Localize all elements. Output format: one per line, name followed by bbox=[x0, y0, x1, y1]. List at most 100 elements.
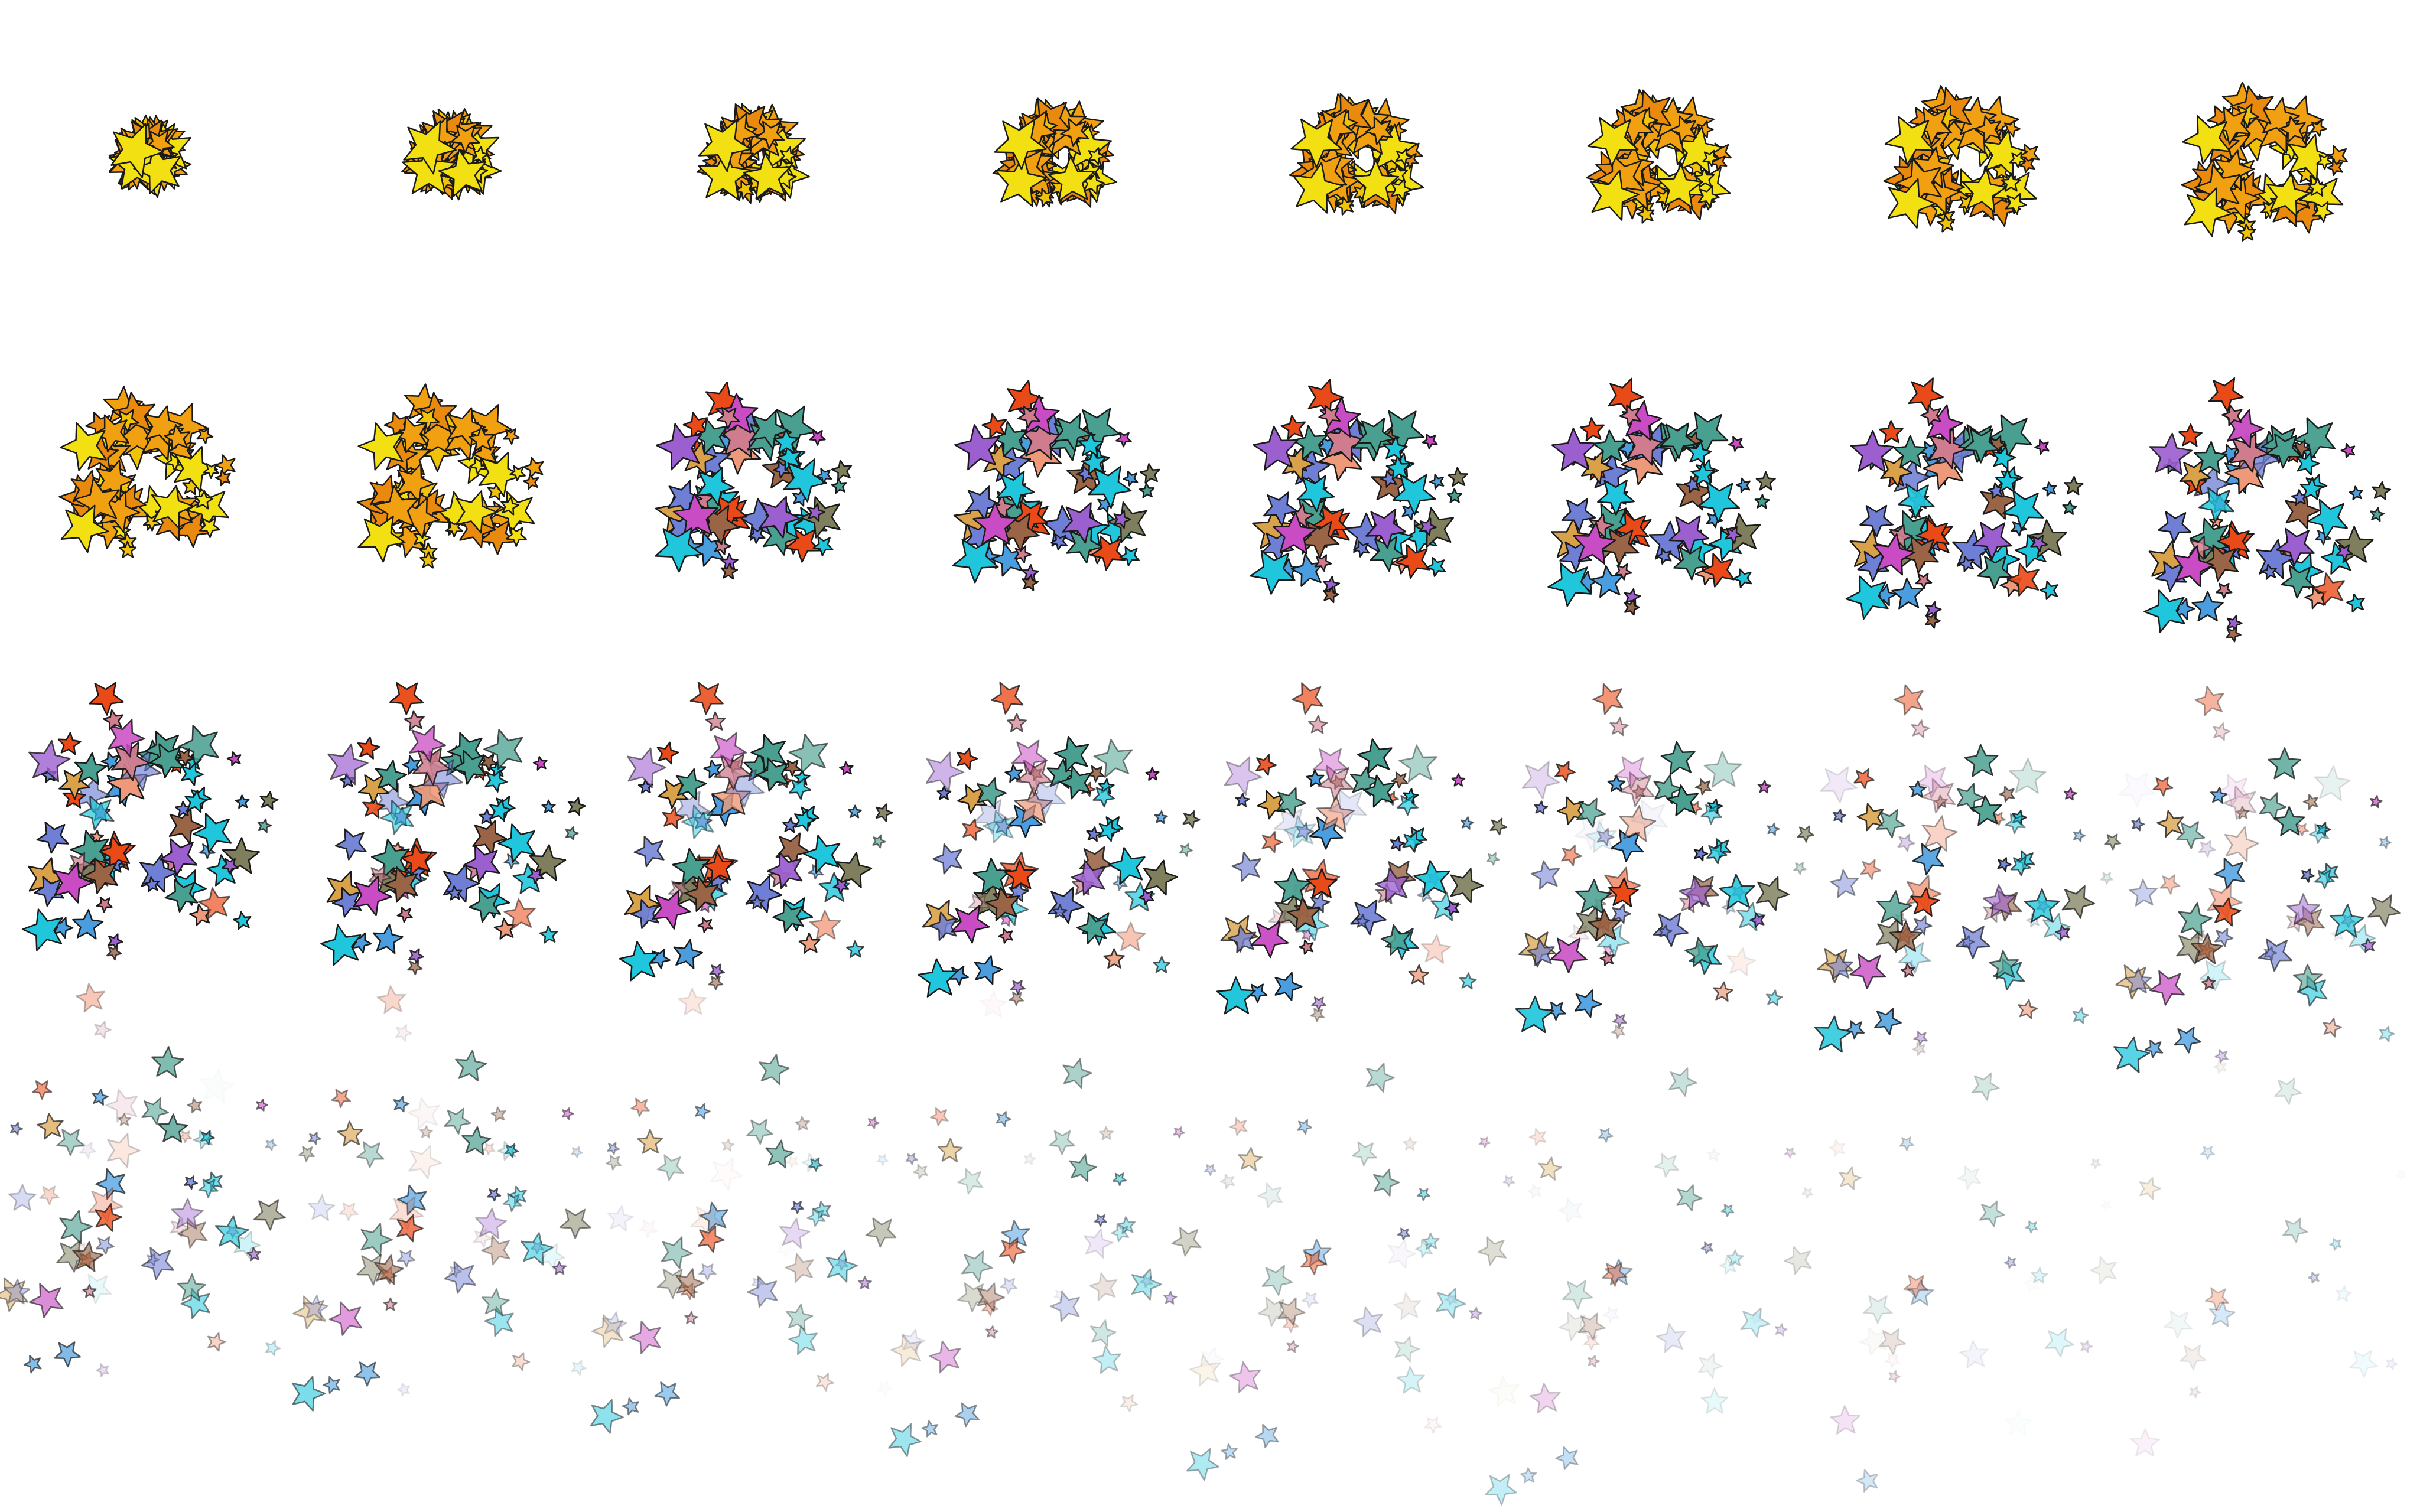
animation-frame bbox=[2181, 82, 2348, 242]
star-particle bbox=[164, 424, 191, 451]
star-particle bbox=[203, 463, 220, 479]
star-particle bbox=[500, 496, 520, 516]
star-particle bbox=[360, 1223, 393, 1257]
star-particle bbox=[998, 1237, 1026, 1265]
star-particle bbox=[832, 878, 850, 895]
star-particle bbox=[2323, 1018, 2342, 1038]
star-particle bbox=[848, 804, 862, 819]
star-particle bbox=[1515, 995, 1554, 1034]
star-particle bbox=[2379, 1025, 2395, 1042]
star-particle bbox=[654, 1381, 680, 1407]
star-particle bbox=[2235, 806, 2250, 820]
animation-frame bbox=[2130, 1077, 2398, 1457]
star-particle bbox=[2210, 787, 2228, 804]
star-particle bbox=[1897, 833, 1915, 852]
star-particle bbox=[337, 1120, 364, 1147]
star-particle bbox=[2042, 481, 2057, 497]
star-particle bbox=[444, 1107, 471, 1135]
star-particle bbox=[1546, 1001, 1566, 1021]
star-particle bbox=[94, 1021, 112, 1040]
animation-frame bbox=[108, 114, 192, 198]
star-particle bbox=[657, 779, 688, 809]
star-particle bbox=[1558, 1311, 1588, 1341]
star-particle bbox=[2143, 589, 2185, 633]
star-particle bbox=[2155, 561, 2187, 592]
star-particle bbox=[1477, 1236, 1507, 1266]
star-particle bbox=[2190, 933, 2223, 964]
star-particle bbox=[867, 1116, 880, 1129]
star-particle bbox=[759, 1054, 790, 1086]
star-particle bbox=[1281, 447, 1315, 481]
star-particle bbox=[1728, 436, 1744, 452]
star-particle bbox=[1703, 751, 1742, 788]
star-particle bbox=[2268, 747, 2302, 780]
star-particle bbox=[1999, 786, 2015, 803]
star-particle bbox=[151, 484, 194, 529]
star-particle bbox=[389, 682, 424, 715]
star-particle bbox=[1915, 764, 1950, 799]
star-particle bbox=[1082, 172, 1105, 195]
star-particle bbox=[1964, 744, 1999, 777]
star-particle bbox=[482, 1142, 496, 1156]
star-particle bbox=[60, 422, 108, 471]
star-particle bbox=[1551, 428, 1597, 471]
star-particle bbox=[750, 734, 786, 771]
animation-frame bbox=[22, 682, 279, 961]
star-particle bbox=[1666, 784, 1699, 817]
star-particle bbox=[1626, 423, 1667, 466]
star-particle bbox=[1624, 599, 1640, 616]
star-particle bbox=[1335, 196, 1354, 216]
star-particle bbox=[133, 145, 181, 194]
star-particle bbox=[110, 123, 164, 178]
star-particle bbox=[177, 1217, 208, 1249]
star-particle bbox=[1092, 786, 1115, 808]
star-particle bbox=[745, 875, 783, 914]
star-particle bbox=[207, 1332, 226, 1352]
star-particle bbox=[1814, 1015, 1852, 1053]
star-particle bbox=[755, 120, 785, 150]
star-particle bbox=[767, 852, 803, 889]
star-particle bbox=[95, 1168, 126, 1200]
star-particle bbox=[2226, 409, 2265, 449]
star-particle bbox=[141, 1097, 169, 1126]
star-particle bbox=[1119, 546, 1140, 566]
star-particle bbox=[2158, 511, 2191, 543]
star-particle bbox=[1720, 1204, 1735, 1217]
star-particle bbox=[1921, 778, 1956, 814]
star-particle bbox=[690, 1205, 725, 1239]
star-particle bbox=[1982, 884, 2017, 918]
star-particle bbox=[193, 1129, 213, 1150]
star-particle bbox=[2263, 946, 2278, 960]
star-particle bbox=[2282, 1217, 2308, 1243]
star-particle bbox=[1538, 1156, 1563, 1181]
star-particle bbox=[994, 816, 1013, 836]
star-particle bbox=[369, 474, 405, 512]
star-particle bbox=[396, 1214, 424, 1243]
star-particle bbox=[95, 460, 135, 501]
animation-frame bbox=[619, 682, 893, 990]
star-particle bbox=[1585, 821, 1617, 853]
star-particle bbox=[74, 752, 108, 785]
star-particle bbox=[1098, 819, 1120, 842]
star-particle bbox=[1562, 1280, 1593, 1310]
star-particle bbox=[698, 119, 752, 172]
star-particle bbox=[809, 429, 826, 446]
star-particle bbox=[396, 463, 435, 504]
star-particle bbox=[265, 1340, 281, 1357]
star-particle bbox=[705, 711, 726, 732]
star-particle bbox=[1424, 1416, 1442, 1434]
star-particle bbox=[1859, 504, 1894, 537]
star-particle bbox=[253, 1199, 286, 1231]
star-particle bbox=[2226, 615, 2243, 632]
star-particle bbox=[772, 900, 804, 934]
star-particle bbox=[520, 1232, 554, 1266]
star-particle bbox=[1576, 797, 1606, 828]
star-particle bbox=[1291, 682, 1323, 715]
star-particle bbox=[1658, 924, 1673, 939]
star-particle bbox=[1396, 1366, 1425, 1394]
star-particle bbox=[1229, 1361, 1261, 1393]
star-particle bbox=[2001, 172, 2021, 192]
star-particle bbox=[1912, 1042, 1926, 1057]
animation-frame bbox=[888, 1058, 1235, 1458]
